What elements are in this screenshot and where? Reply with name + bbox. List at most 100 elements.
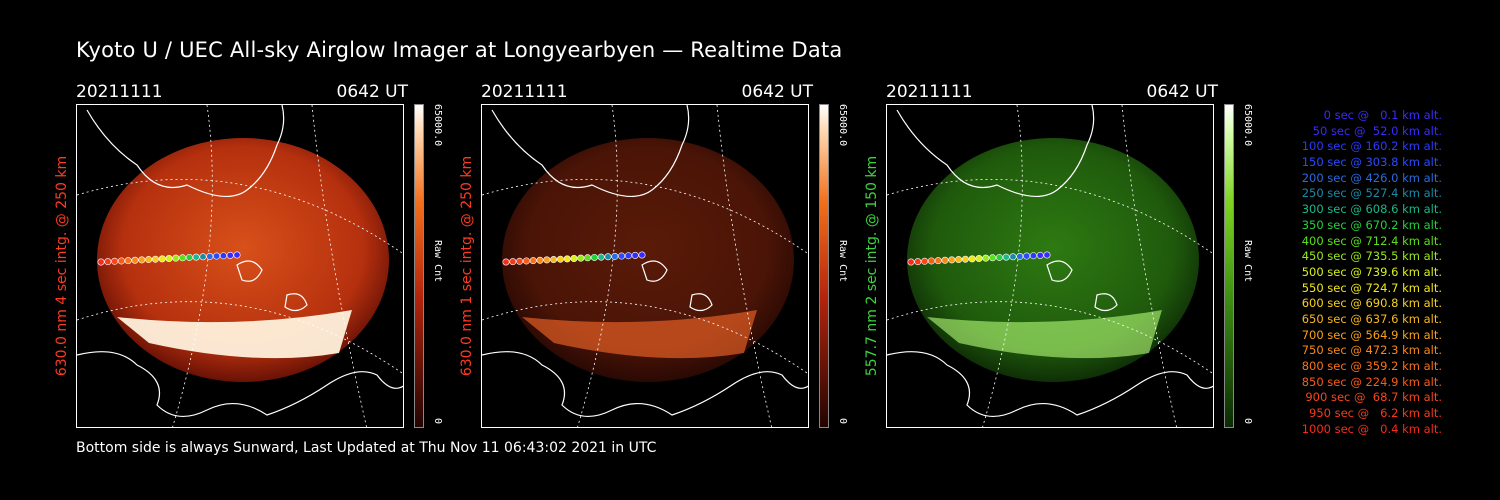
graticule-line (482, 178, 808, 255)
coastline (887, 351, 1213, 417)
trajectory-dot (618, 252, 626, 260)
trajectory-dot (104, 258, 112, 266)
panel-date: 20211111 (886, 82, 973, 102)
trajectory-dot (907, 258, 915, 266)
trajectory-dot (995, 253, 1003, 261)
trajectory-dot (185, 253, 193, 261)
island (689, 293, 713, 312)
trajectory-dot (577, 254, 585, 262)
panel-ylabel-text: 630.0 nm 1 sec intg. @ 250 km (459, 155, 475, 377)
aurora-band (522, 310, 757, 359)
panel-time: 0642 UT (336, 82, 409, 102)
trajectory-dot (138, 256, 146, 264)
trajectory-dot (563, 255, 571, 263)
trajectory-dot (111, 257, 119, 265)
trajectory-dot (233, 251, 241, 259)
graticule-line (77, 178, 403, 255)
trajectory-dot (982, 254, 990, 262)
trajectory-dot (941, 256, 949, 264)
legend-row: 800 sec @ 359.2 km alt. (1301, 359, 1442, 373)
colorbar-unit: Raw Cnt (837, 240, 848, 283)
graticule-line (1121, 105, 1177, 427)
coastline (491, 105, 690, 198)
allsky-image-svg (77, 105, 403, 427)
trajectory-dot (1023, 252, 1031, 260)
trajectory-dot (206, 252, 214, 260)
trajectory-dot (1029, 252, 1037, 260)
trajectory-dot (179, 254, 187, 262)
trajectory-dot (597, 253, 605, 261)
island (641, 260, 668, 282)
panel-date: 20211111 (481, 82, 568, 102)
allsky-image-svg (887, 105, 1213, 427)
trajectory-dot (975, 255, 983, 263)
aurora-band (927, 310, 1162, 359)
trajectory-dot (604, 253, 612, 261)
island (1094, 293, 1118, 312)
trajectory-dot (543, 256, 551, 264)
graticule-line (77, 301, 403, 375)
trajectory-dot (502, 258, 510, 266)
legend-row: 200 sec @ 426.0 km alt. (1301, 170, 1442, 185)
trajectory-legend: 0 sec @ 0.1 km alt. 50 sec @ 52.0 km alt.… (1266, 108, 1442, 437)
colorbar-min: 0 (432, 418, 443, 425)
colorbar-max: 65000.0 (837, 104, 848, 147)
graticule-line (716, 105, 772, 427)
trajectory-dot (934, 257, 942, 265)
panel-ylabel-text: 557.7 nm 2 sec intg. @ 150 km (864, 155, 880, 377)
colorbar-unit: Raw Cnt (432, 240, 443, 283)
legend-row: 750 sec @ 472.3 km alt. (1301, 343, 1442, 358)
colorbar-unit: Raw Cnt (1242, 240, 1253, 283)
allsky-image (886, 104, 1214, 428)
legend-row: 600 sec @ 690.8 km alt. (1301, 296, 1442, 311)
trajectory-dot (158, 255, 166, 263)
graticule-line (482, 301, 808, 375)
trajectory-dot (624, 252, 632, 260)
trajectory-dot (219, 252, 227, 260)
trajectory-dot (145, 256, 153, 264)
legend-row: 550 sec @ 724.7 km alt. (1301, 280, 1442, 295)
allsky-image (76, 104, 404, 428)
colorbar (819, 104, 829, 428)
legend-row: 50 sec @ 52.0 km alt. (1312, 123, 1442, 138)
panel-time: 0642 UT (741, 82, 814, 102)
trajectory-dot (631, 251, 639, 259)
trajectory-dot (117, 257, 125, 265)
airglow-panel-557-2s: 20211111 0642 UT 557.7 nm 2 sec intg. @ … (864, 80, 1296, 430)
legend-row: 500 sec @ 739.6 km alt. (1301, 264, 1442, 279)
trajectory-dot (522, 257, 530, 265)
trajectory-dot (151, 255, 159, 263)
trajectory-dot (1016, 252, 1024, 260)
graticule-line (887, 178, 1213, 255)
colorbar-max: 65000.0 (432, 104, 443, 147)
colorbar-min: 0 (1242, 418, 1253, 425)
trajectory-dot (590, 253, 598, 261)
graticule-line (311, 105, 367, 427)
trajectory-dot (192, 253, 200, 261)
trajectory-dot (509, 258, 517, 266)
trajectory-dot (1043, 251, 1051, 259)
trajectory-dot (97, 258, 105, 266)
panel-date: 20211111 (76, 82, 163, 102)
trajectory-dot (516, 257, 524, 265)
trajectory-dot (638, 251, 646, 259)
allsky-image (481, 104, 809, 428)
colorbar (1224, 104, 1234, 428)
island (236, 260, 263, 282)
trajectory-dot (927, 257, 935, 265)
panel-time: 0642 UT (1146, 82, 1219, 102)
legend-row: 400 sec @ 712.4 km alt. (1301, 233, 1442, 248)
trajectory-dot (1036, 251, 1044, 259)
coastline (77, 351, 403, 417)
panel-ylabel-text: 630.0 nm 4 sec intg. @ 250 km (54, 155, 70, 377)
trajectory-dot (989, 254, 997, 262)
legend-row: 300 sec @ 608.6 km alt. (1301, 202, 1442, 217)
trajectory-dot (556, 255, 564, 263)
trajectory-dot (536, 256, 544, 264)
legend-row: 1000 sec @ 0.4 km alt. (1301, 421, 1442, 436)
trajectory-dot (1002, 253, 1010, 261)
trajectory-dot (172, 254, 180, 262)
island (1046, 260, 1073, 282)
trajectory-dot (611, 252, 619, 260)
trajectory-dot (921, 257, 929, 265)
